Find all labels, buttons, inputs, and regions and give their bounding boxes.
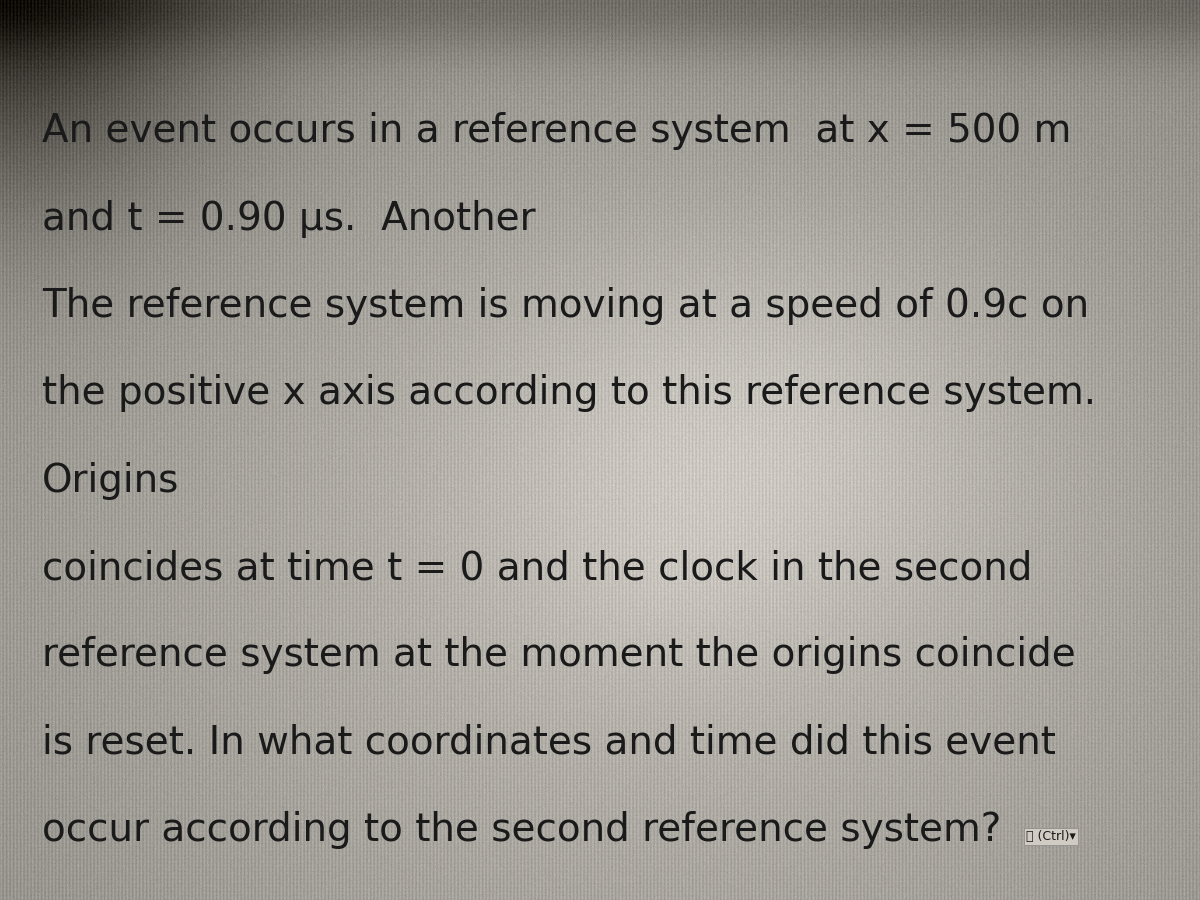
Text: is reset. In what coordinates and time did this event: is reset. In what coordinates and time d… [42, 724, 1056, 761]
Text: occur according to the second reference system?: occur according to the second reference … [42, 811, 1001, 849]
Text: coincides at time t = 0 and the clock in the second: coincides at time t = 0 and the clock in… [42, 549, 1032, 587]
Text: The reference system is moving at a speed of 0.9c on: The reference system is moving at a spee… [42, 287, 1090, 325]
Text: and t = 0.90 μs.  Another: and t = 0.90 μs. Another [42, 200, 535, 238]
Text: An event occurs in a reference system  at x = 500 m: An event occurs in a reference system at… [42, 112, 1072, 150]
Text: Origins: Origins [42, 462, 179, 500]
Text: the positive x axis according to this reference system.: the positive x axis according to this re… [42, 374, 1096, 412]
Text: reference system at the moment the origins coincide: reference system at the moment the origi… [42, 636, 1075, 674]
Text: ⎘ (Ctrl)▾: ⎘ (Ctrl)▾ [1026, 830, 1075, 842]
